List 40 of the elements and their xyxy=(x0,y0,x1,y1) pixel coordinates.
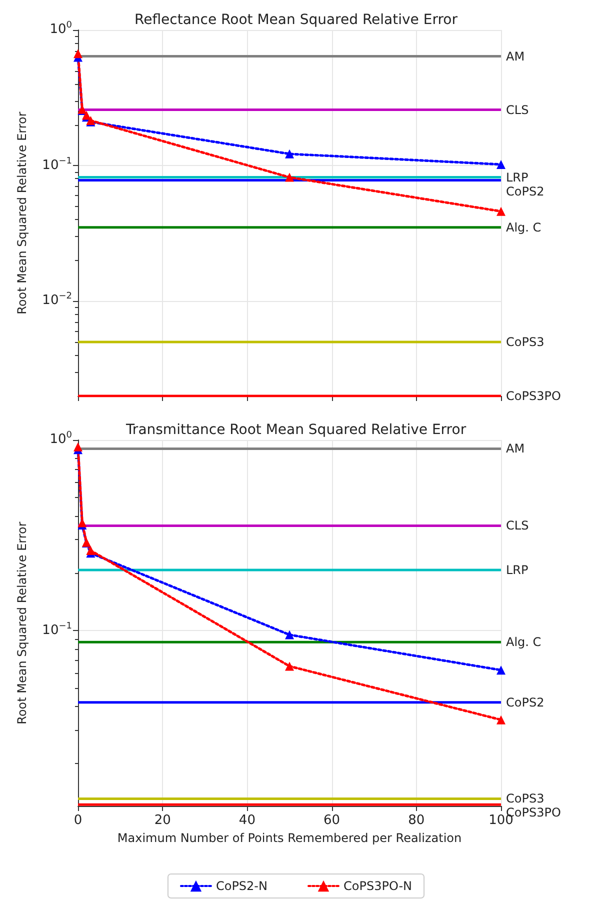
ref-line-label: Alg. C xyxy=(506,635,542,650)
x-tick-label: 40 xyxy=(238,813,256,828)
y-tick-label: 10$^{−1}$ xyxy=(42,156,72,174)
point xyxy=(285,149,294,158)
chart-title: Transmittance Root Mean Squared Relative Error xyxy=(124,422,466,438)
ref-line-label: CLS xyxy=(506,102,529,117)
ref-line-label: CoPS3 xyxy=(506,335,544,350)
ref-line-label: LRP xyxy=(506,562,528,577)
x-tick-label: 0 xyxy=(74,813,82,828)
point xyxy=(285,662,294,671)
point xyxy=(74,49,82,58)
point xyxy=(496,206,506,216)
x-tick-label: 80 xyxy=(408,813,425,828)
y-axis-title: Root Mean Squared Relative Error xyxy=(15,112,29,314)
point xyxy=(496,160,506,169)
ref-line-label: LRP xyxy=(506,170,528,184)
x-axis-title: Maximum Number of Points Remembered per Realization xyxy=(117,830,462,845)
point xyxy=(86,546,96,556)
ref-line-label: Alg. C xyxy=(506,220,542,234)
y-tick-label: 10$^{0}$ xyxy=(50,430,72,448)
ref-line-label: CoPS2 xyxy=(506,184,544,198)
ref-line-label: CoPS3 xyxy=(506,792,544,806)
point xyxy=(285,630,294,640)
x-tick-label: 60 xyxy=(324,813,340,828)
ref-line-label: AM xyxy=(506,442,525,456)
y-tick-label: 10$^{−2}$ xyxy=(42,292,72,310)
point xyxy=(496,666,506,675)
chart-title: Reflectance Root Mean Squared Relative Error xyxy=(134,12,458,28)
y-tick-label: 10$^{−1}$ xyxy=(42,621,72,639)
x-tick-label: 20 xyxy=(154,813,171,828)
y-axis-title: Root Mean Squared Relative Error xyxy=(15,522,29,724)
y-tick-label: 10$^{0}$ xyxy=(50,20,72,38)
point xyxy=(496,715,506,724)
ref-line-label: CLS xyxy=(506,518,529,533)
ref-line-label: CoPS3PO xyxy=(506,389,561,403)
point xyxy=(285,172,294,182)
ref-line-label: AM xyxy=(506,49,525,64)
legend-label: CoPS3PO-N xyxy=(343,879,412,893)
ref-line-label: CoPS2 xyxy=(506,695,544,710)
legend-label: CoPS2-N xyxy=(216,879,268,893)
